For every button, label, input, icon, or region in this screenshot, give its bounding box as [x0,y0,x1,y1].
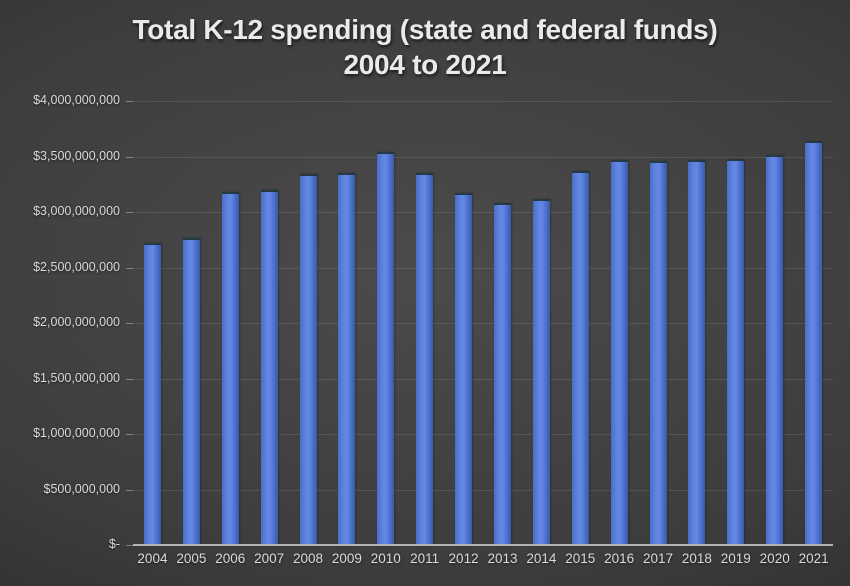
gridline [133,378,833,380]
bar-slot [639,101,678,545]
bar-2021 [805,140,823,545]
plot-area [126,101,833,546]
y-axis-label: $500,000,000 [43,481,120,496]
gridline [133,323,833,324]
y-axis-tick [126,101,133,102]
y-axis-tick [126,156,133,158]
x-axis-label: 2010 [370,551,401,566]
bar-slot [172,101,211,545]
bar-slot [366,101,405,545]
x-axis-label: 2008 [292,551,324,566]
bar-slot [522,101,561,545]
bar-2008 [299,174,317,545]
bar-2010 [377,152,395,545]
x-axis-label: 2004 [137,551,168,566]
x-axis-label: 2011 [410,551,440,566]
x-axis-label: 2014 [526,551,557,566]
bar-2020 [766,155,784,545]
bar-slot [755,101,794,545]
x-axis-label: 2015 [565,551,596,566]
y-axis-label: $- [108,537,120,551]
gridline [133,489,833,491]
bar-slot [794,101,833,545]
x-axis-line [133,544,833,546]
x-axis-label: 2018 [681,551,712,566]
bar-slot [327,101,366,545]
bar-2017 [649,161,667,545]
bar-slot [133,101,172,545]
x-axis-label: 2013 [487,551,518,566]
chart-title-line2: 2004 to 2021 [343,49,507,80]
bar-2014 [532,199,550,545]
y-axis-tick [126,212,133,213]
gridline [133,156,833,158]
x-axis-label: 2016 [604,551,635,566]
x-axis-labels: 2004 2005 2006 2007 2008 2009 2010 2011 2012 2013… [133,551,833,566]
y-axis-label: $2,000,000,000 [33,315,120,329]
bar-2009 [338,173,356,545]
y-axis-label: $2,500,000,000 [33,259,120,274]
bar-slot [483,101,522,545]
bar-slot [600,101,639,545]
gridline [133,101,833,102]
bar-2013 [493,202,511,545]
bar-2005 [182,238,200,545]
bar-slot [677,101,716,545]
bar-2007 [260,190,278,545]
y-axis-label: $3,000,000,000 [33,204,120,218]
y-axis-tick [126,434,133,435]
bar-2006 [221,191,239,545]
x-axis-label: 2019 [720,551,751,566]
chart-title-line1: Total K-12 spending (state and federal f… [132,14,718,45]
bar-2015 [571,170,589,545]
bar-2016 [610,160,628,545]
y-axis-label: $4,000,000,000 [33,93,120,107]
x-axis-label: 2017 [643,551,674,566]
bar-slot [250,101,289,545]
y-axis-tick [126,378,133,380]
x-axis-label: 2006 [215,551,246,566]
bar-2019 [727,158,745,545]
gridline [133,212,833,213]
y-axis-tick [126,323,133,324]
bar-slot [289,101,328,545]
bar-slot [405,101,444,545]
bar-series [133,101,833,545]
y-axis-tick [126,489,133,491]
bar-2012 [455,193,473,545]
bar-2004 [143,243,161,545]
y-axis-label: $1,000,000,000 [33,426,120,440]
bar-2018 [688,160,706,545]
bar-2011 [416,172,434,545]
bar-slot [561,101,600,545]
y-axis-label: $3,500,000,000 [33,148,120,163]
chart-title: Total K-12 spending (state and federal f… [0,12,850,82]
gridline [133,267,833,269]
x-axis-label: 2009 [331,551,362,566]
x-axis-label: 2012 [448,551,479,566]
y-axis-tick [126,267,133,269]
x-axis-label: 2005 [176,551,207,566]
x-axis-label: 2021 [798,551,829,566]
y-axis-label: $1,500,000,000 [33,370,120,385]
gridline [133,434,833,435]
bar-slot [211,101,250,545]
y-axis-tick [126,545,133,546]
bar-slot [716,101,755,545]
x-axis-label: 2020 [759,551,790,566]
bar-slot [444,101,483,545]
x-axis-label: 2007 [254,551,285,566]
